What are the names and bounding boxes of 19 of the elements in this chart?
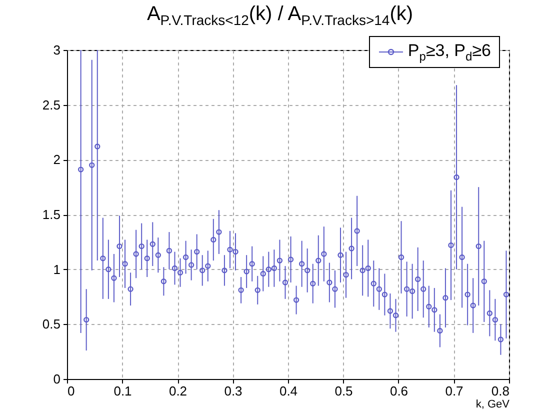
x-tick-label: 0.3 xyxy=(224,384,242,398)
y-tick-label: 1 xyxy=(53,262,60,277)
y-tick-label: 2 xyxy=(53,152,60,168)
x-tick-label: 0.8 xyxy=(491,384,510,398)
y-tick-label: 3 xyxy=(53,42,60,58)
x-tick-label: 0.1 xyxy=(114,384,132,398)
x-tick-label: 0.7 xyxy=(445,384,464,398)
x-tick-label: 0 xyxy=(68,384,75,398)
x-tick-label: 0.5 xyxy=(334,384,353,398)
x-tick-label: 0.6 xyxy=(390,384,408,398)
y-tick-label: 0.5 xyxy=(42,316,60,332)
legend-label: P$_{p}$≥3, P$_{d}$≥6 xyxy=(408,41,491,64)
x-tick-label: 0.4 xyxy=(279,384,298,398)
x-axis-title: k, GeV xyxy=(476,398,510,410)
chart-title: A$_{P.V.Tracks<12}$(k) / A$_{P.V.Tracks>14}$(k) xyxy=(146,3,414,28)
y-tick-label: 2.5 xyxy=(42,97,60,112)
y-tick-label: 1.5 xyxy=(42,207,60,222)
y-tick-label: 0 xyxy=(53,372,60,386)
x-tick-label: 0.2 xyxy=(168,384,188,398)
